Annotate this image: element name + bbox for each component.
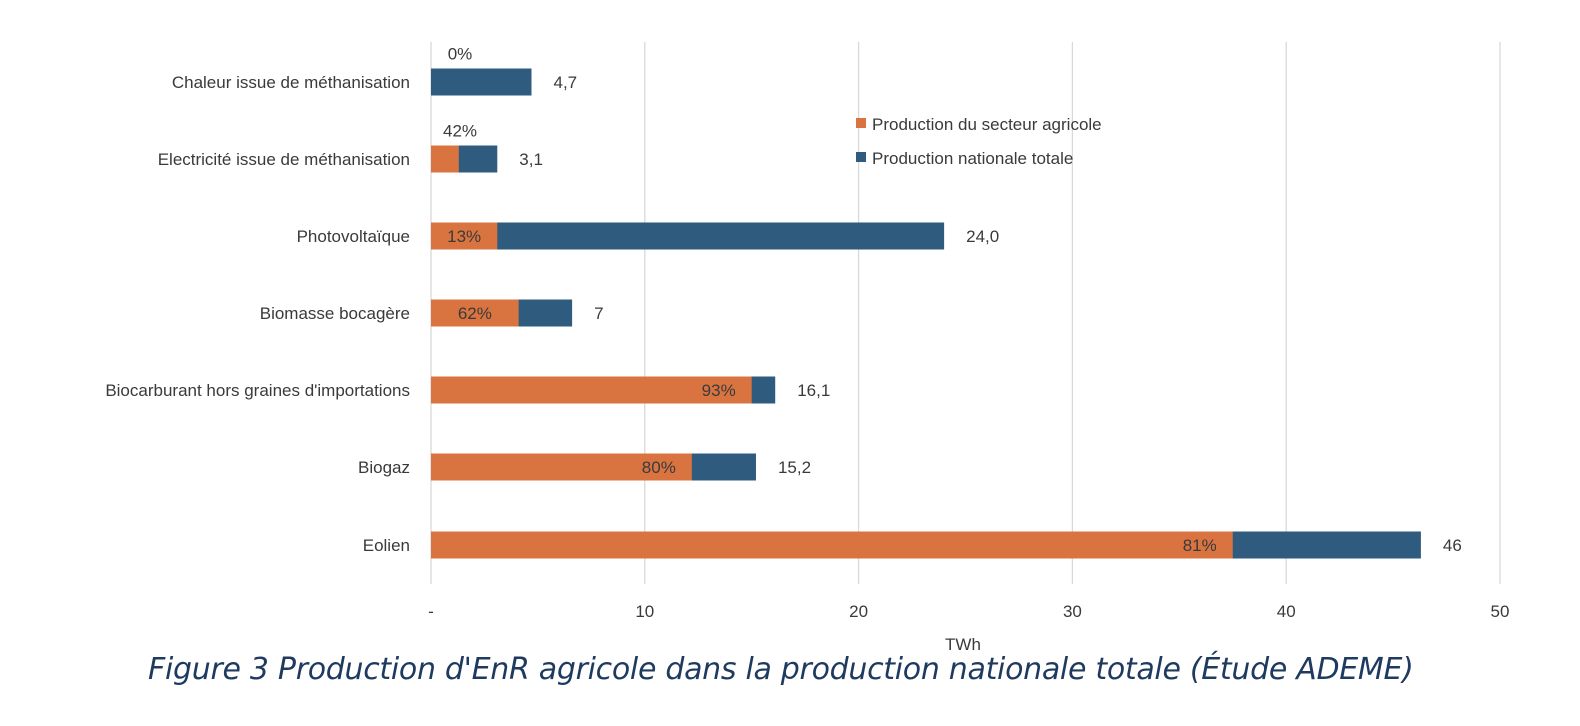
figure-caption: Figure 3 Production d'EnR agricole dans …	[148, 652, 1414, 687]
total-label: 24,0	[966, 227, 999, 246]
chart-container: - 10 20 30 40 50 Chaleur issue de méthanisati…	[105, 42, 1509, 654]
bar-agricole	[431, 145, 459, 173]
percent-label: 13%	[447, 227, 481, 246]
percent-label: 81%	[1183, 536, 1217, 555]
category-label: Chaleur issue de méthanisation	[172, 73, 410, 92]
legend: Production du secteur agricole Productio…	[856, 115, 1102, 168]
legend-swatch-nationale	[856, 152, 866, 162]
category-label: Photovoltaïque	[297, 227, 410, 246]
category-label: Eolien	[363, 536, 410, 555]
category-label: Biocarburant hors graines d'importations	[105, 381, 410, 400]
bar-agricole	[431, 299, 519, 327]
legend-label-nationale: Production nationale totale	[872, 149, 1073, 168]
total-label: 4,7	[553, 73, 577, 92]
category-label: Electricité issue de méthanisation	[158, 150, 410, 169]
category-label: Biomasse bocagère	[260, 304, 410, 323]
bar-agricole	[431, 376, 752, 404]
bar-agricole	[431, 531, 1233, 559]
x-tick-label: -	[428, 602, 434, 621]
total-label: 16,1	[797, 381, 830, 400]
legend-swatch-agricole	[856, 118, 866, 128]
legend-label-agricole: Production du secteur agricole	[872, 115, 1102, 134]
total-label: 15,2	[778, 458, 811, 477]
x-tick-label: 10	[635, 602, 654, 621]
labels: Chaleur issue de méthanisation 0% 4,7 Elect…	[105, 45, 1462, 556]
bar-agricole	[431, 453, 692, 481]
x-tick-label: 40	[1277, 602, 1296, 621]
bars	[431, 68, 1421, 559]
x-tick-label: 30	[1063, 602, 1082, 621]
total-label: 7	[594, 304, 603, 323]
bar-nationale	[431, 222, 945, 250]
percent-label: 62%	[458, 304, 492, 323]
percent-label: 0%	[448, 45, 473, 64]
chart-svg: - 10 20 30 40 50 Chaleur issue de méthanisati…	[105, 42, 1509, 654]
percent-label: 42%	[443, 122, 477, 141]
gridlines: - 10 20 30 40 50	[428, 42, 1509, 621]
x-tick-label: 50	[1491, 602, 1510, 621]
x-axis-title: TWh	[945, 635, 981, 654]
percent-label: 80%	[642, 458, 676, 477]
bar-agricole	[431, 222, 498, 250]
category-label: Biogaz	[358, 458, 410, 477]
total-label: 3,1	[519, 150, 543, 169]
x-tick-label: 20	[849, 602, 868, 621]
bar-nationale	[431, 68, 532, 96]
percent-label: 93%	[702, 381, 736, 400]
total-label: 46	[1443, 536, 1462, 555]
